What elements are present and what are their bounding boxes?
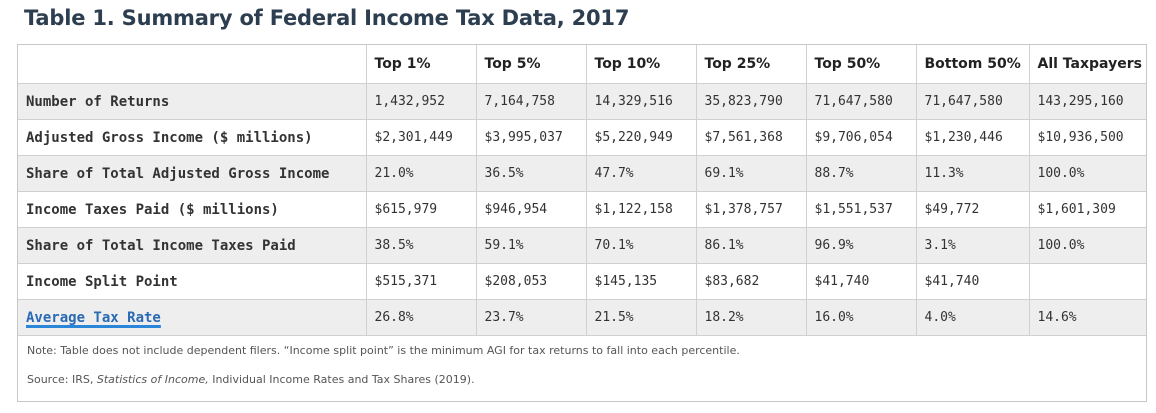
table-row: Adjusted Gross Income ($ millions) $2,30… (18, 119, 1146, 156)
table-cell: $615,979 (366, 191, 477, 228)
header-top-10: Top 10% (586, 45, 697, 84)
table-cell: 38.5% (366, 227, 477, 264)
header-top-25: Top 25% (696, 45, 807, 84)
header-all-taxpayers: All Taxpayers (1029, 45, 1146, 84)
row-label: Adjusted Gross Income ($ millions) (18, 119, 367, 156)
table-cell: $1,551,537 (806, 191, 917, 228)
row-label: Share of Total Adjusted Gross Income (18, 155, 367, 192)
table-cell: $41,740 (806, 263, 917, 300)
average-tax-rate-link[interactable]: Average Tax Rate (26, 309, 161, 326)
table-cell: 70.1% (586, 227, 697, 264)
table-cell: $1,230,446 (916, 119, 1030, 156)
table-cell: $9,706,054 (806, 119, 917, 156)
row-label: Number of Returns (18, 83, 367, 120)
table-cell: 21.0% (366, 155, 477, 192)
table-cell: 1,432,952 (366, 83, 477, 120)
table-cell: 143,295,160 (1029, 83, 1146, 120)
table-cell: 14.6% (1029, 299, 1146, 336)
table-cell: $208,053 (476, 263, 587, 300)
tax-data-table: Top 1% Top 5% Top 10% Top 25% Top 50% Bo… (17, 44, 1147, 402)
table-cell: 3.1% (916, 227, 1030, 264)
table-row: Number of Returns 1,432,952 7,164,758 14… (18, 83, 1146, 120)
table-row: Income Taxes Paid ($ millions) $615,979 … (18, 191, 1146, 228)
header-bottom-50: Bottom 50% (916, 45, 1030, 84)
table-cell: $145,135 (586, 263, 697, 300)
table-cell: $3,995,037 (476, 119, 587, 156)
row-label: Income Split Point (18, 263, 367, 300)
table-cell: $1,378,757 (696, 191, 807, 228)
table-cell: 16.0% (806, 299, 917, 336)
header-top-1: Top 1% (366, 45, 477, 84)
table-cell: 18.2% (696, 299, 807, 336)
table-cell: 35,823,790 (696, 83, 807, 120)
table-cell: $83,682 (696, 263, 807, 300)
table-cell: 26.8% (366, 299, 477, 336)
row-label: Share of Total Income Taxes Paid (18, 227, 367, 264)
table-cell: 100.0% (1029, 227, 1146, 264)
row-label: Income Taxes Paid ($ millions) (18, 191, 367, 228)
table-cell: 14,329,516 (586, 83, 697, 120)
table-cell: 7,164,758 (476, 83, 587, 120)
table-cell: 36.5% (476, 155, 587, 192)
table-cell: 88.7% (806, 155, 917, 192)
table-cell: $515,371 (366, 263, 477, 300)
table-notes: Note: Table does not include dependent f… (18, 335, 1146, 394)
table-cell: $1,122,158 (586, 191, 697, 228)
table-cell: 4.0% (916, 299, 1030, 336)
table-cell: $946,954 (476, 191, 587, 228)
source-suffix: Individual Income Rates and Tax Shares (… (208, 373, 475, 386)
table-row: Income Split Point $515,371 $208,053 $14… (18, 263, 1146, 300)
table-cell: 71,647,580 (806, 83, 917, 120)
header-row: Top 1% Top 5% Top 10% Top 25% Top 50% Bo… (18, 45, 1146, 84)
table-row: Share of Total Income Taxes Paid 38.5% 5… (18, 227, 1146, 264)
table-cell: 71,647,580 (916, 83, 1030, 120)
table-cell: $10,936,500 (1029, 119, 1146, 156)
header-blank (18, 45, 367, 84)
page-title: Table 1. Summary of Federal Income Tax D… (24, 6, 630, 30)
row-label-average-tax-rate: Average Tax Rate (18, 299, 367, 336)
table-cell (1029, 263, 1146, 300)
table-cell: $1,601,309 (1029, 191, 1146, 228)
table-cell: 100.0% (1029, 155, 1146, 192)
table-cell: $7,561,368 (696, 119, 807, 156)
source-italic: Statistics of Income, (96, 373, 209, 386)
note-text: Note: Table does not include dependent f… (27, 344, 740, 357)
header-top-5: Top 5% (476, 45, 587, 84)
table-cell: $2,301,449 (366, 119, 477, 156)
table-cell: 23.7% (476, 299, 587, 336)
source-text: Source: IRS, Statistics of Income, Indiv… (18, 365, 1146, 394)
table-cell: $41,740 (916, 263, 1030, 300)
table-cell: 86.1% (696, 227, 807, 264)
table-cell: 59.1% (476, 227, 587, 264)
table-cell: 21.5% (586, 299, 697, 336)
table-row: Share of Total Adjusted Gross Income 21.… (18, 155, 1146, 192)
header-top-50: Top 50% (806, 45, 917, 84)
table-cell: $49,772 (916, 191, 1030, 228)
source-prefix: Source: IRS, (27, 373, 97, 386)
table-row: Average Tax Rate 26.8% 23.7% 21.5% 18.2%… (18, 299, 1146, 336)
table-cell: 11.3% (916, 155, 1030, 192)
table-cell: 47.7% (586, 155, 697, 192)
table-cell: 69.1% (696, 155, 807, 192)
table-cell: 96.9% (806, 227, 917, 264)
table-cell: $5,220,949 (586, 119, 697, 156)
